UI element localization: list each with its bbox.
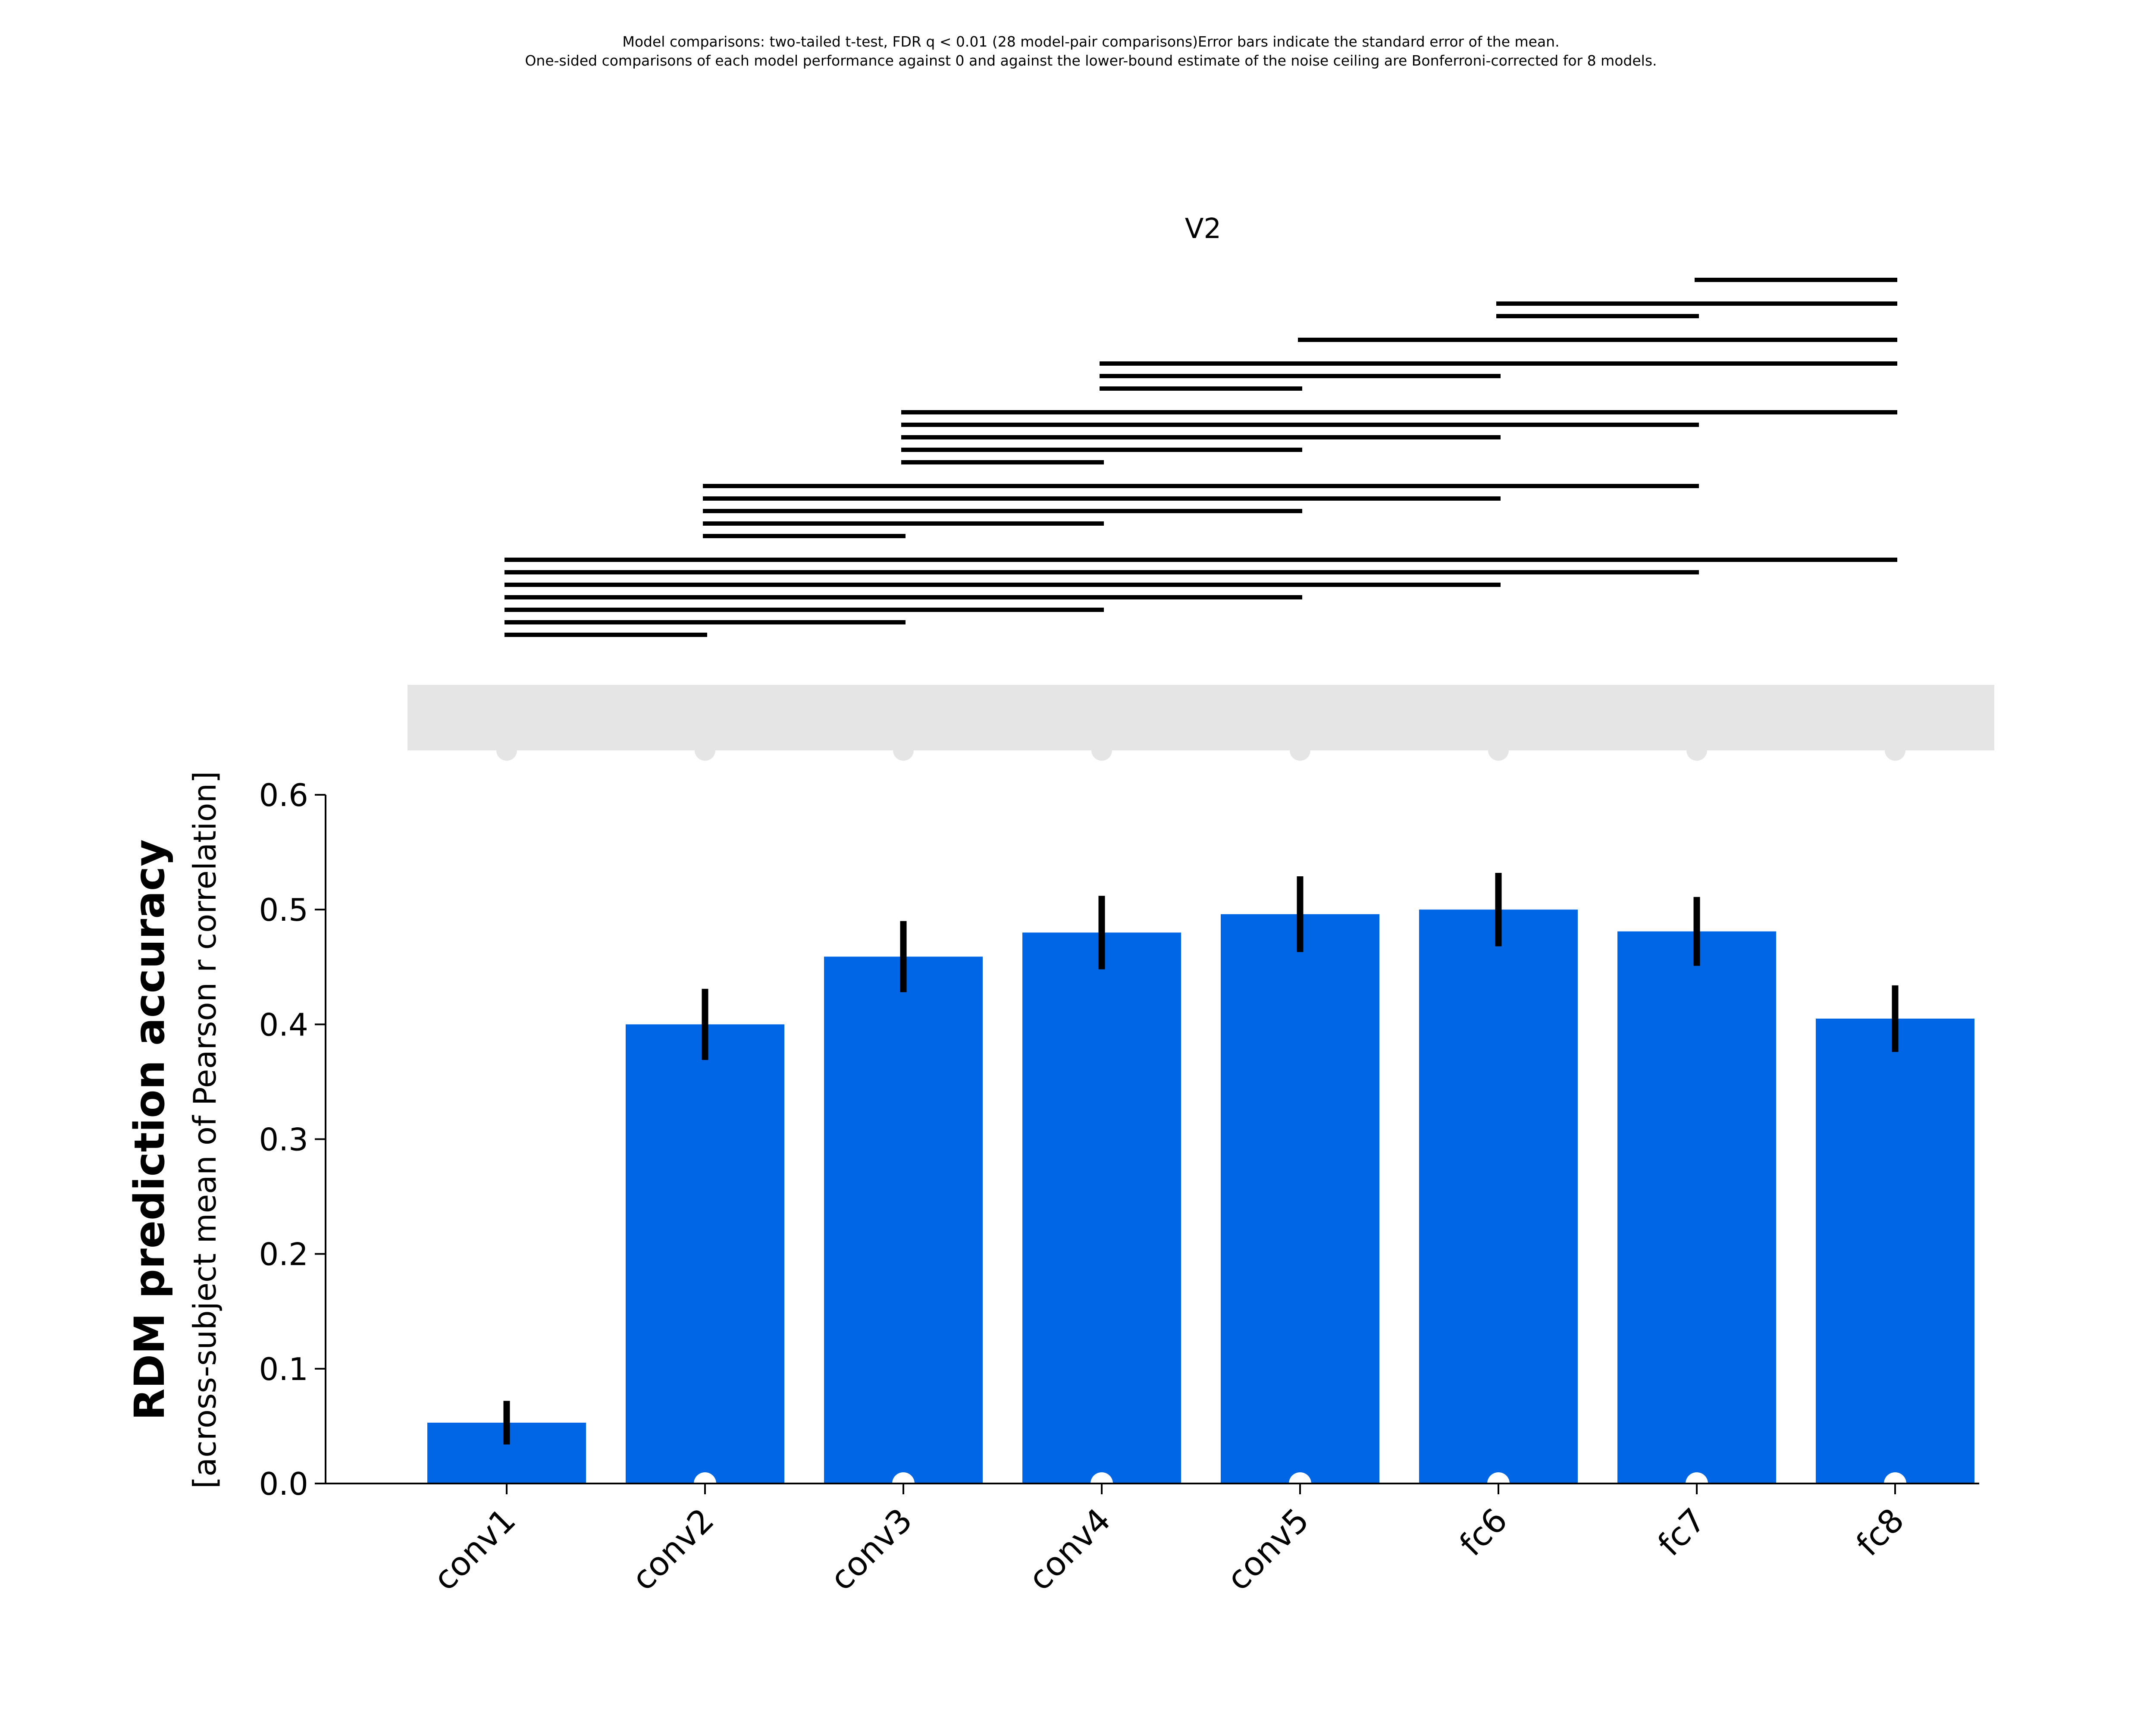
y-tick-label: 0.4 — [259, 1007, 308, 1043]
y-tick-label: 0.3 — [259, 1122, 308, 1158]
x-tick-label-conv4: conv4 — [1021, 1501, 1118, 1598]
bar-fc6 — [1419, 910, 1578, 1484]
noise-ceiling-band — [407, 685, 1994, 750]
bars — [427, 872, 1974, 1495]
ceiling-marker — [1091, 740, 1112, 761]
y-axis-label: RDM prediction accuracy — [125, 839, 174, 1420]
ceiling-marker — [893, 740, 914, 761]
bar-conv3 — [824, 957, 983, 1484]
noise-ceiling — [407, 685, 1994, 761]
chart-note-line-2: One-sided comparisons of each model perf… — [525, 52, 1657, 69]
bar-conv2 — [626, 1024, 784, 1484]
ceiling-marker — [496, 740, 517, 761]
y-tick-label: 0.0 — [259, 1466, 308, 1502]
x-tick-label-conv2: conv2 — [624, 1501, 721, 1598]
y-tick-label: 0.5 — [259, 892, 308, 928]
y-tick-label: 0.1 — [259, 1351, 308, 1387]
ceiling-marker — [1488, 740, 1509, 761]
x-tick-label-fc8: fc8 — [1849, 1501, 1912, 1564]
bar-conv4 — [1022, 932, 1181, 1484]
ceiling-marker — [1290, 740, 1310, 761]
ceiling-marker — [1885, 740, 1905, 761]
x-tick-label-conv5: conv5 — [1219, 1501, 1316, 1598]
y-tick-label: 0.6 — [259, 777, 308, 813]
chart-title: V2 — [1185, 213, 1222, 245]
x-tick-label-fc6: fc6 — [1452, 1501, 1515, 1564]
x-tick-label-fc7: fc7 — [1650, 1501, 1713, 1564]
y-tick-label: 0.2 — [259, 1236, 308, 1273]
pairwise-comparisons — [505, 278, 1897, 637]
bar-fc7 — [1617, 931, 1776, 1484]
bar-fc8 — [1816, 1019, 1974, 1484]
ceiling-marker — [1686, 740, 1707, 761]
bar-conv5 — [1221, 914, 1379, 1484]
x-tick-label-conv3: conv3 — [822, 1501, 919, 1598]
y-axis-sublabel: [across-subject mean of Pearson r correl… — [187, 771, 223, 1489]
ceiling-marker — [695, 740, 715, 761]
chart-note-line-1: Model comparisons: two-tailed t-test, FD… — [622, 33, 1559, 50]
x-tick-label-conv1: conv1 — [426, 1501, 523, 1598]
